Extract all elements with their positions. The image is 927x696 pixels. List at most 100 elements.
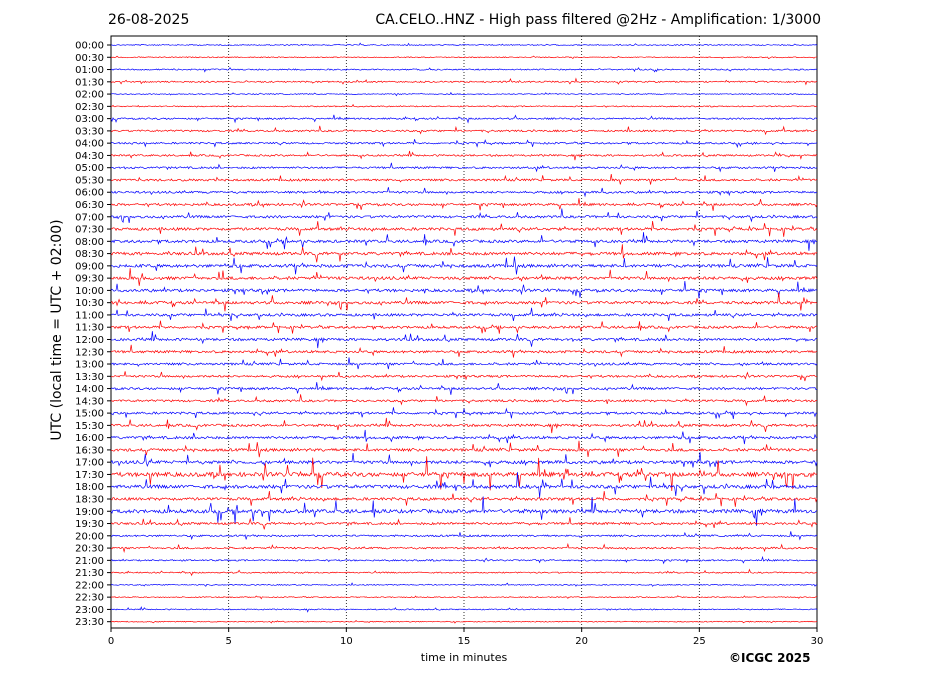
trace-0930 <box>110 268 818 286</box>
trace-2130 <box>110 568 818 577</box>
x-axis-label: time in minutes <box>420 651 508 664</box>
y-tick-label: 00:30 <box>75 53 104 64</box>
trace-1330 <box>110 371 818 382</box>
trace-0500 <box>110 162 818 173</box>
trace-1500 <box>110 407 818 419</box>
trace-2330 <box>110 620 818 624</box>
x-tick-label: 30 <box>811 636 824 647</box>
trace-0030 <box>110 55 818 60</box>
trace-0830 <box>110 244 818 263</box>
gridlines <box>228 36 700 628</box>
x-tick-label: 25 <box>693 636 706 647</box>
y-tick-label: 17:00 <box>75 458 104 469</box>
y-tick-label: 11:30 <box>75 323 104 334</box>
y-tick-label: 04:30 <box>75 151 104 162</box>
y-tick-label: 21:30 <box>75 568 104 579</box>
trace-0800 <box>110 232 818 251</box>
trace-1630 <box>110 440 818 458</box>
x-tick-label: 20 <box>575 636 588 647</box>
trace-0600 <box>110 187 818 198</box>
y-tick-label: 03:30 <box>75 126 104 137</box>
x-tick-label: 0 <box>108 636 114 647</box>
y-tick-label: 08:30 <box>75 249 104 260</box>
y-tick-label: 07:30 <box>75 225 104 236</box>
trace-1230 <box>110 344 818 358</box>
y-tick-label: 22:00 <box>75 580 104 591</box>
y-tick-label: 02:00 <box>75 90 104 101</box>
trace-0130 <box>110 77 818 86</box>
y-tick-label: 23:00 <box>75 605 104 616</box>
y-tick-label: 01:00 <box>75 65 104 76</box>
y-tick-label: 02:30 <box>75 102 104 113</box>
x-ticks: 0 5 10 15 20 25 30 <box>108 628 824 647</box>
trace-0200 <box>110 91 818 97</box>
date-label: 26-08-2025 <box>108 12 190 28</box>
trace-0100 <box>110 67 818 73</box>
y-tick-label: 14:00 <box>75 384 104 395</box>
y-tick-label: 05:30 <box>75 175 104 186</box>
y-tick-label: 22:30 <box>75 593 104 604</box>
y-tick-label: 08:00 <box>75 237 104 248</box>
y-tick-label: 13:30 <box>75 372 104 383</box>
trace-1130 <box>110 320 818 334</box>
y-tick-label: 09:00 <box>75 261 104 272</box>
trace-1530 <box>110 417 818 434</box>
y-tick-label: 04:00 <box>75 139 104 150</box>
trace-1030 <box>110 292 818 312</box>
trace-0000 <box>110 42 818 46</box>
trace-1600 <box>110 429 818 445</box>
trace-0530 <box>110 174 818 185</box>
trace-0700 <box>110 208 818 224</box>
trace-1300 <box>110 357 818 370</box>
y-tick-label: 20:00 <box>75 531 104 542</box>
trace-1900 <box>110 496 818 526</box>
copyright-label: ©ICGC 2025 <box>729 651 811 665</box>
trace-1400 <box>110 382 818 395</box>
trace-2300 <box>110 606 818 613</box>
trace-0730 <box>110 221 818 237</box>
trace-1930 <box>110 517 818 530</box>
y-tick-label: 12:30 <box>75 347 104 358</box>
trace-1000 <box>110 280 818 299</box>
y-tick-label: 21:00 <box>75 556 104 567</box>
trace-2100 <box>110 555 818 565</box>
trace-1800 <box>110 472 818 498</box>
y-tick-label: 13:00 <box>75 360 104 371</box>
trace-0300 <box>110 114 818 124</box>
y-tick-label: 07:00 <box>75 212 104 223</box>
y-tick-label: 15:00 <box>75 409 104 420</box>
y-tick-label: 12:00 <box>75 335 104 346</box>
y-tick-label: 23:30 <box>75 617 104 628</box>
y-tick-label: 00:00 <box>75 41 104 52</box>
trace-2000 <box>110 531 818 541</box>
trace-2200 <box>110 582 818 587</box>
trace-1730 <box>110 456 818 492</box>
y-tick-label: 18:00 <box>75 482 104 493</box>
trace-1100 <box>110 307 818 322</box>
y-tick-label: 11:00 <box>75 310 104 321</box>
traces <box>110 42 818 624</box>
trace-0430 <box>110 150 818 161</box>
chart-title: CA.CELO..HNZ - High pass filtered @2Hz -… <box>375 12 821 28</box>
x-tick-label: 5 <box>225 636 231 647</box>
trace-1830 <box>110 490 818 507</box>
trace-0400 <box>110 139 818 149</box>
y-tick-label: 19:30 <box>75 519 104 530</box>
y-tick-label: 16:30 <box>75 445 104 456</box>
y-tick-label: 03:00 <box>75 114 104 125</box>
trace-0630 <box>110 198 818 211</box>
y-tick-label: 16:00 <box>75 433 104 444</box>
trace-2030 <box>110 542 818 553</box>
trace-1430 <box>110 394 818 407</box>
y-tick-label: 06:30 <box>75 200 104 211</box>
trace-1700 <box>110 452 818 468</box>
trace-0330 <box>110 125 818 136</box>
y-tick-label: 10:00 <box>75 286 104 297</box>
y-tick-label: 19:00 <box>75 507 104 518</box>
y-tick-label: 15:30 <box>75 421 104 432</box>
x-tick-label: 10 <box>340 636 353 647</box>
y-tick-label: 05:00 <box>75 163 104 174</box>
y-tick-label: 20:30 <box>75 544 104 555</box>
